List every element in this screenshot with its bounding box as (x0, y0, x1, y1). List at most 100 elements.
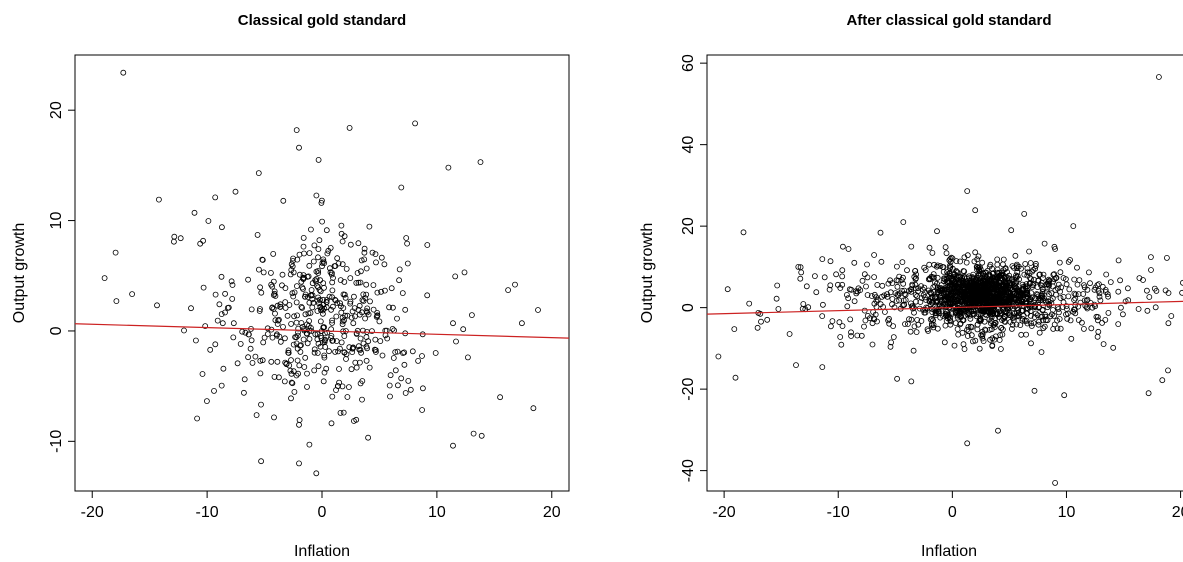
data-point (378, 254, 385, 261)
data-point (1065, 293, 1072, 300)
data-point (848, 329, 854, 336)
data-point (943, 250, 950, 257)
data-point (907, 328, 914, 335)
data-point (835, 281, 841, 288)
data-point (355, 279, 362, 286)
y-axis-label: Output growth (639, 223, 656, 324)
data-point (947, 256, 954, 262)
data-point (999, 281, 1006, 288)
data-point (1107, 279, 1114, 286)
data-point (1030, 266, 1037, 273)
data-point (754, 324, 761, 331)
data-point (356, 311, 363, 318)
data-point (1036, 303, 1042, 310)
data-point (798, 269, 805, 276)
data-point (1031, 387, 1038, 394)
data-point (296, 251, 303, 258)
data-point (944, 279, 951, 286)
data-point (854, 332, 861, 339)
data-point (365, 434, 372, 441)
data-point (1041, 323, 1048, 330)
data-point (974, 256, 981, 263)
data-point (900, 280, 907, 287)
data-point (332, 297, 339, 304)
data-point (285, 347, 292, 354)
data-point (1046, 277, 1053, 284)
data-point (282, 359, 289, 366)
data-point (296, 417, 303, 423)
data-point (773, 295, 780, 302)
data-point (290, 368, 297, 375)
data-point (1097, 297, 1104, 304)
data-point (981, 282, 987, 288)
data-point (974, 326, 981, 333)
data-point (181, 327, 187, 334)
data-point (1020, 286, 1026, 293)
data-point (1135, 306, 1142, 312)
data-point (352, 359, 359, 366)
data-point (1152, 304, 1159, 311)
data-point (346, 344, 353, 351)
data-point (155, 196, 162, 203)
data-point (338, 222, 345, 229)
y-tick-label: 20 (680, 217, 697, 235)
data-point (981, 318, 988, 325)
data-point (1095, 287, 1102, 294)
data-point (407, 386, 414, 393)
data-point (927, 289, 934, 296)
data-point (1063, 303, 1070, 310)
data-point (1002, 265, 1009, 272)
data-point (365, 311, 372, 318)
data-point (912, 268, 918, 274)
data-point (281, 378, 288, 385)
data-point (277, 338, 284, 345)
data-point (902, 297, 909, 303)
data-point (1162, 287, 1169, 294)
data-point (1064, 315, 1071, 322)
data-point (837, 334, 844, 340)
data-point (1080, 291, 1087, 297)
data-point (322, 336, 329, 343)
data-point (315, 156, 322, 163)
x-tick-label: -10 (827, 504, 850, 521)
x-tick-label: 0 (948, 504, 957, 521)
data-point (328, 420, 335, 427)
data-point (848, 333, 854, 339)
data-point (452, 273, 459, 280)
data-point (424, 292, 431, 299)
data-point (1049, 311, 1055, 318)
data-point (291, 289, 298, 296)
data-point (401, 361, 408, 368)
data-point (904, 267, 910, 274)
data-point (1039, 307, 1046, 314)
data-point (364, 345, 371, 352)
data-point (287, 271, 294, 278)
data-point (359, 327, 366, 334)
data-point (775, 306, 782, 312)
data-point (902, 321, 908, 328)
data-point (300, 272, 307, 279)
data-point (979, 259, 986, 266)
data-point (1095, 314, 1101, 320)
data-point (942, 322, 949, 329)
data-point (1027, 260, 1034, 266)
data-point (284, 312, 291, 319)
data-point (1145, 390, 1152, 397)
data-point (905, 321, 911, 327)
data-point (315, 363, 322, 370)
data-point (453, 338, 459, 345)
data-point (864, 261, 870, 268)
y-tick-label: 0 (48, 326, 65, 335)
data-point (954, 326, 961, 333)
scatter-panel-classical: Classical gold standard Inflation Output… (11, 12, 570, 560)
data-point (177, 235, 184, 242)
data-point (372, 347, 379, 354)
data-point (1051, 321, 1058, 328)
data-point (399, 290, 406, 297)
data-point (255, 266, 262, 273)
data-point (954, 314, 961, 321)
data-point (344, 394, 351, 400)
data-point (1103, 271, 1110, 278)
data-point (1037, 297, 1044, 304)
data-point (1094, 333, 1101, 340)
